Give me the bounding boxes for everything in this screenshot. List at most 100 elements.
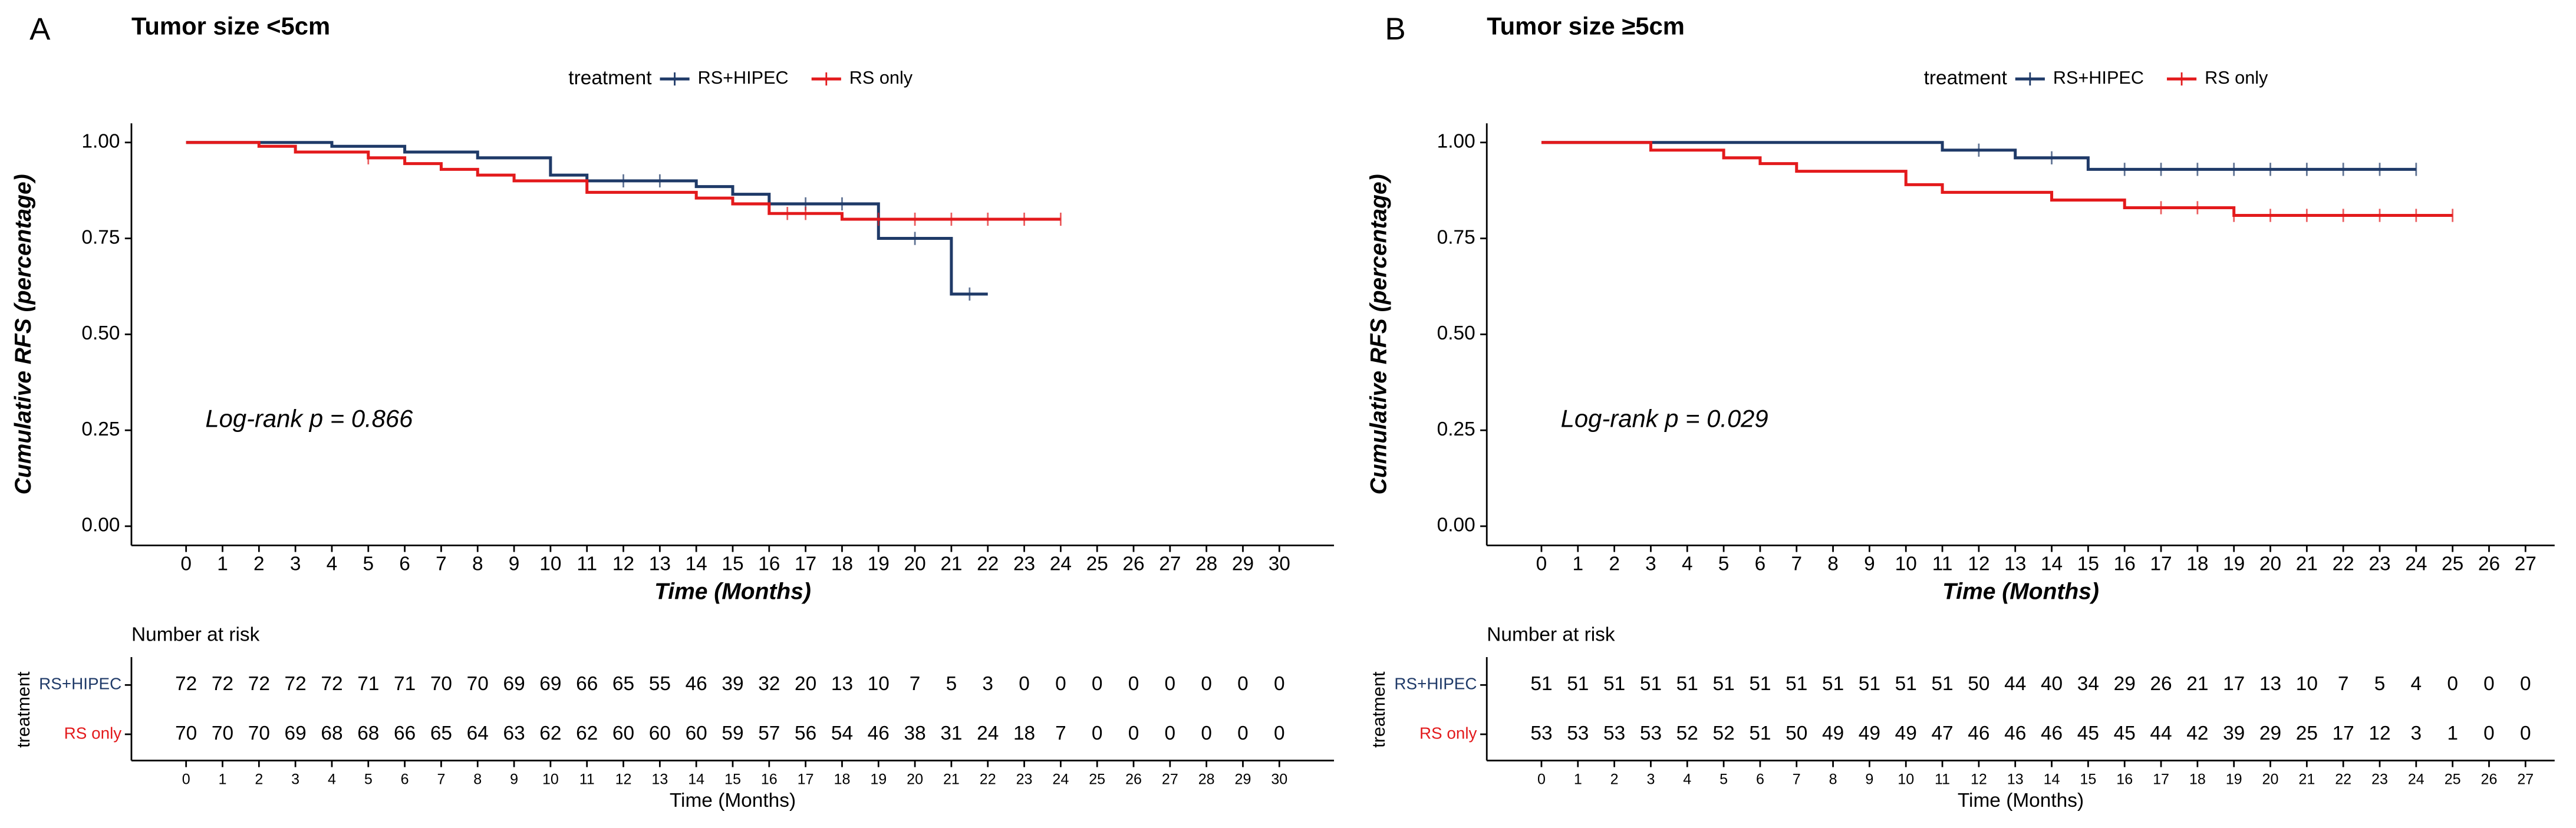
risk-x-tick-label: 15 <box>2080 771 2096 788</box>
x-tick-label: 9 <box>1864 553 1875 575</box>
risk-count: 60 <box>612 723 634 744</box>
risk-count: 51 <box>1567 673 1589 695</box>
risk-x-tick-label: 21 <box>2298 771 2315 788</box>
risk-count: 10 <box>2296 673 2318 695</box>
risk-count: 40 <box>2041 673 2063 695</box>
risk-count: 70 <box>467 673 489 695</box>
risk-count: 51 <box>1859 673 1880 695</box>
risk-x-tick-label: 6 <box>401 771 409 788</box>
risk-x-tick-label: 5 <box>1719 771 1728 788</box>
risk-count: 10 <box>868 673 890 695</box>
risk-count: 72 <box>175 673 197 695</box>
risk-count: 71 <box>394 673 416 695</box>
x-tick-label: 2 <box>253 553 265 575</box>
x-tick-label: 1 <box>1572 553 1583 575</box>
y-tick-label: 0.25 <box>81 418 120 440</box>
risk-count: 51 <box>1530 673 1552 695</box>
legend-title: treatment <box>568 67 652 89</box>
risk-row-label: RS only <box>1419 724 1477 742</box>
y-tick-label: 1.00 <box>1437 131 1475 153</box>
x-tick-label: 8 <box>1827 553 1839 575</box>
risk-count: 0 <box>1274 673 1285 695</box>
panel-label: B <box>1385 12 1405 47</box>
risk-count: 60 <box>649 723 671 744</box>
risk-count: 65 <box>612 673 634 695</box>
risk-y-label: treatment <box>14 671 34 748</box>
risk-count: 0 <box>2483 723 2495 744</box>
y-axis-label: Cumulative RFS (percentage) <box>1366 174 1391 494</box>
risk-x-tick-label: 9 <box>510 771 518 788</box>
x-axis-label: Time (Months) <box>654 579 811 605</box>
x-tick-label: 10 <box>1895 553 1917 575</box>
risk-count: 26 <box>2150 673 2172 695</box>
x-tick-label: 19 <box>2223 553 2245 575</box>
legend-title: treatment <box>1924 67 2008 89</box>
risk-count: 62 <box>576 723 598 744</box>
risk-row-label: RS only <box>64 724 122 742</box>
risk-x-tick-label: 19 <box>870 771 887 788</box>
risk-x-tick-label: 6 <box>1756 771 1764 788</box>
y-tick-label: 0.00 <box>1437 514 1475 536</box>
x-tick-label: 1 <box>217 553 228 575</box>
risk-count: 69 <box>503 673 525 695</box>
x-axis-label: Time (Months) <box>1942 579 2099 605</box>
risk-count: 56 <box>795 723 816 744</box>
risk-x-tick-label: 0 <box>182 771 190 788</box>
x-tick-label: 11 <box>577 553 597 575</box>
risk-count: 54 <box>831 723 853 744</box>
risk-x-tick-label: 16 <box>2116 771 2133 788</box>
risk-count: 64 <box>467 723 489 744</box>
x-tick-label: 5 <box>363 553 374 575</box>
x-tick-label: 13 <box>649 553 671 575</box>
risk-count: 72 <box>321 673 342 695</box>
x-tick-label: 27 <box>1159 553 1181 575</box>
x-tick-label: 28 <box>1195 553 1217 575</box>
risk-count: 3 <box>982 673 993 695</box>
risk-x-tick-label: 5 <box>364 771 373 788</box>
legend-label: RS only <box>849 68 913 88</box>
risk-count: 38 <box>904 723 925 744</box>
risk-count: 52 <box>1713 723 1735 744</box>
risk-count: 0 <box>1274 723 1285 744</box>
x-tick-label: 18 <box>2186 553 2208 575</box>
risk-count: 7 <box>2338 673 2349 695</box>
risk-count: 0 <box>1237 673 1249 695</box>
risk-count: 62 <box>539 723 561 744</box>
x-tick-label: 22 <box>977 553 999 575</box>
risk-x-tick-label: 20 <box>2262 771 2279 788</box>
risk-count: 42 <box>2186 723 2208 744</box>
risk-x-tick-label: 10 <box>542 771 559 788</box>
risk-count: 51 <box>1676 673 1698 695</box>
risk-count: 20 <box>795 673 816 695</box>
x-tick-label: 2 <box>1609 553 1620 575</box>
x-tick-label: 25 <box>1086 553 1108 575</box>
risk-count: 7 <box>910 673 921 695</box>
panel-label: A <box>29 12 51 47</box>
risk-y-label: treatment <box>1369 671 1389 748</box>
risk-x-tick-label: 27 <box>1162 771 1178 788</box>
risk-count: 70 <box>212 723 233 744</box>
risk-count: 45 <box>2114 723 2136 744</box>
x-tick-label: 4 <box>327 553 338 575</box>
risk-x-tick-label: 4 <box>1683 771 1691 788</box>
risk-count: 72 <box>285 673 307 695</box>
risk-count: 29 <box>2259 723 2281 744</box>
risk-count: 0 <box>2447 673 2458 695</box>
risk-count: 46 <box>2041 723 2063 744</box>
risk-x-tick-label: 15 <box>724 771 741 788</box>
risk-count: 46 <box>1968 723 1989 744</box>
risk-x-tick-label: 21 <box>943 771 960 788</box>
risk-count: 7 <box>1055 723 1066 744</box>
risk-count: 39 <box>2223 723 2245 744</box>
x-tick-label: 11 <box>1932 553 1953 575</box>
x-tick-label: 12 <box>612 553 634 575</box>
risk-count: 60 <box>686 723 707 744</box>
risk-count: 18 <box>1013 723 1035 744</box>
risk-count: 51 <box>1786 673 1807 695</box>
risk-x-tick-label: 2 <box>255 771 263 788</box>
x-tick-label: 26 <box>2478 553 2500 575</box>
y-axis-label: Cumulative RFS (percentage) <box>11 174 36 494</box>
survival-curve <box>1541 141 2453 217</box>
